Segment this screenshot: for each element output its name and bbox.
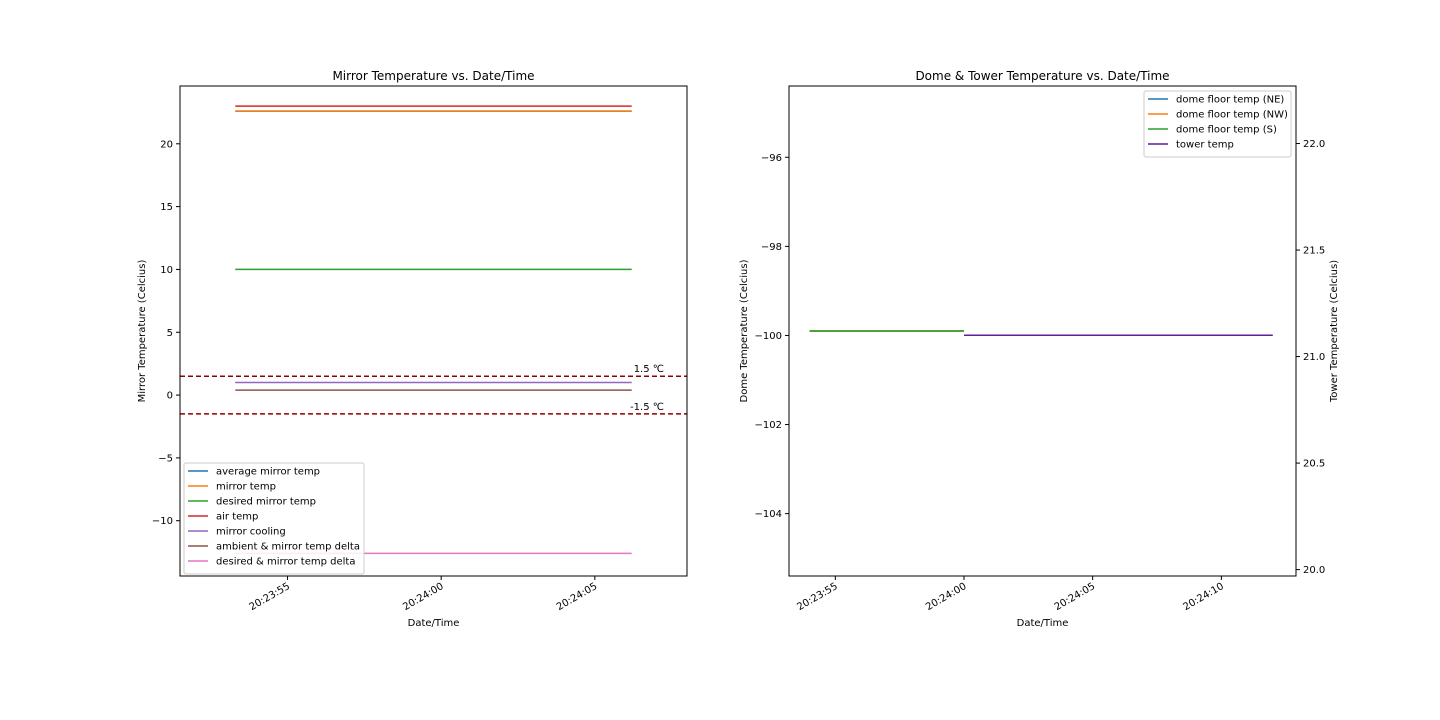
legend-label: desired & mirror temp delta bbox=[216, 557, 355, 568]
chart-title: Mirror Temperature vs. Date/Time bbox=[332, 69, 534, 83]
legend-label: ambient & mirror temp delta bbox=[216, 542, 360, 553]
y-tick-label: −104 bbox=[755, 509, 782, 520]
y2-axis-title: Tower Temperature (Celcius) bbox=[1329, 260, 1340, 403]
plot-frame bbox=[179, 85, 688, 577]
legend-box bbox=[183, 462, 365, 575]
legend-label: mirror cooling bbox=[216, 527, 286, 538]
legend: average mirror temp mirror temp desired mi… bbox=[183, 462, 365, 575]
x-axis-title: Date/Time bbox=[1017, 618, 1069, 629]
legend-label: desired mirror temp bbox=[216, 497, 316, 508]
y-tick-label: 10 bbox=[160, 265, 173, 276]
legend-label: tower temp bbox=[1176, 140, 1234, 151]
y-tick-label: −96 bbox=[761, 153, 782, 164]
y-tick-label: −98 bbox=[761, 242, 782, 253]
y2-tick-label: 20.0 bbox=[1303, 565, 1325, 576]
y-axis-title: Dome Temperature (Celcius) bbox=[739, 259, 750, 402]
legend-label: dome floor temp (S) bbox=[1176, 125, 1277, 136]
x-axis-title: Date/Time bbox=[408, 618, 460, 629]
y-axis-title: Mirror Temperature (Celcius) bbox=[137, 260, 148, 403]
threshold-label: 1.5 ℃ bbox=[634, 364, 664, 375]
y-tick-label: 5 bbox=[167, 328, 173, 339]
legend-label: average mirror temp bbox=[216, 467, 320, 478]
legend-label: dome floor temp (NW) bbox=[1176, 110, 1288, 121]
plot-frame bbox=[788, 85, 1297, 577]
y2-tick-label: 21.5 bbox=[1303, 246, 1325, 257]
legend-label: mirror temp bbox=[216, 482, 276, 493]
y-tick-label: 15 bbox=[160, 202, 173, 213]
y-tick-label: −10 bbox=[152, 516, 173, 527]
y2-tick-label: 22.0 bbox=[1303, 139, 1325, 150]
legend: dome floor temp (NE) dome floor temp (NW)… bbox=[1143, 90, 1292, 158]
y-tick-label: −102 bbox=[755, 420, 782, 431]
threshold-label: -1.5 ℃ bbox=[630, 402, 664, 413]
y-tick-label: 0 bbox=[167, 391, 173, 402]
legend-label: air temp bbox=[216, 512, 258, 523]
chart-title: Dome & Tower Temperature vs. Date/Time bbox=[915, 69, 1169, 83]
y-tick-label: −100 bbox=[755, 331, 782, 342]
y-tick-label: −5 bbox=[158, 453, 173, 464]
y2-tick-label: 20.5 bbox=[1303, 459, 1325, 470]
y-tick-label: 20 bbox=[160, 139, 173, 150]
legend-box bbox=[1143, 90, 1292, 158]
legend-label: dome floor temp (NE) bbox=[1176, 95, 1284, 106]
y2-tick-label: 21.0 bbox=[1303, 352, 1325, 363]
